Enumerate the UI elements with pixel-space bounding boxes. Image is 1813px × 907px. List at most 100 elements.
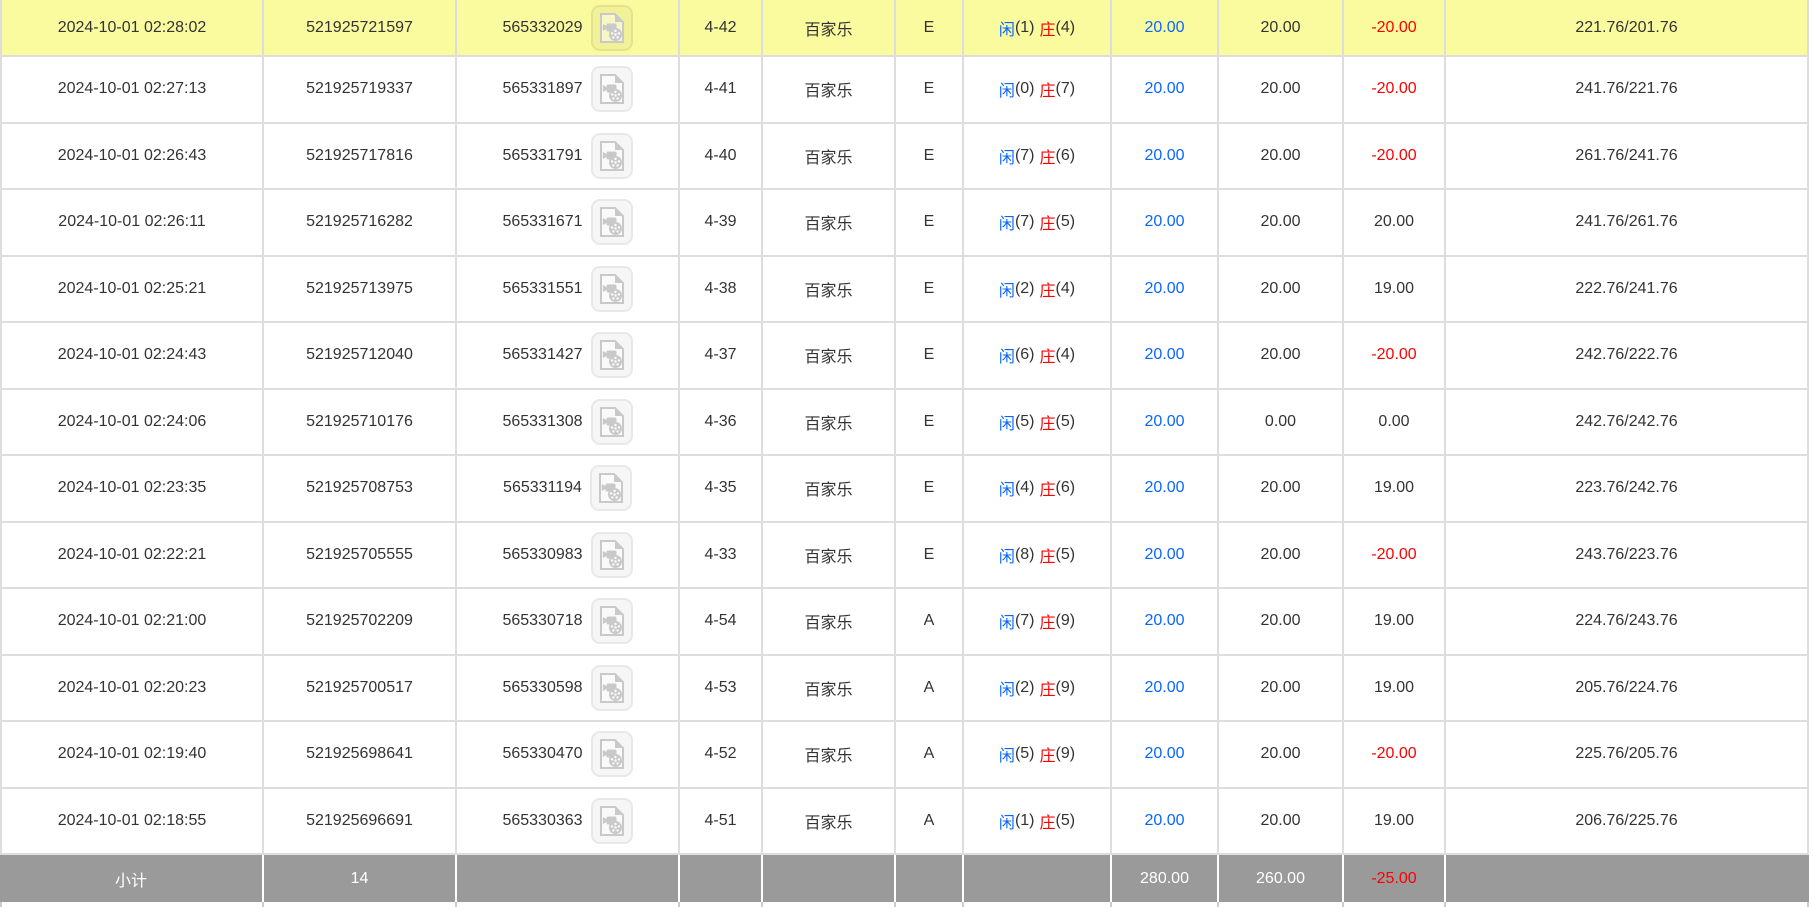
table-letter: E: [896, 389, 964, 454]
bet-amount-link[interactable]: 20.00: [1112, 323, 1219, 388]
bet-id: 521925710176: [264, 389, 457, 454]
banker-label: 庄: [1039, 615, 1056, 633]
banker-points: (5): [1055, 213, 1076, 231]
partial-cell: [1112, 902, 1219, 907]
round-number: 4-54: [680, 589, 763, 654]
table-row[interactable]: 2024-10-01 02:21:00 521925702209 5653307…: [0, 589, 1809, 656]
video-replay-button[interactable]: [590, 797, 633, 844]
player-points: (7): [1014, 213, 1035, 231]
video-replay-button[interactable]: [590, 332, 633, 379]
game-type: 百家乐: [763, 456, 896, 521]
bet-amount-link[interactable]: 20.00: [1112, 57, 1219, 122]
banker-label: 庄: [1039, 149, 1056, 167]
bet-amount-link[interactable]: 20.00: [1112, 389, 1219, 454]
game-number-cell: 565331897: [457, 57, 680, 122]
banker-points: (9): [1055, 678, 1076, 696]
balance-before-after: 261.76/241.76: [1446, 123, 1809, 188]
round-number: 4-53: [680, 655, 763, 720]
video-replay-button[interactable]: [590, 398, 633, 445]
player-points: (6): [1014, 346, 1035, 364]
table-row[interactable]: 2024-10-01 02:27:13 521925719337 5653318…: [0, 57, 1809, 124]
banker-points: (9): [1055, 612, 1076, 630]
video-replay-button[interactable]: [590, 199, 633, 246]
round-number: 4-37: [680, 323, 763, 388]
bet-amount-link[interactable]: 20.00: [1112, 123, 1219, 188]
table-row[interactable]: 2024-10-01 02:22:21 521925705555 5653309…: [0, 522, 1809, 589]
table-letter: A: [896, 788, 964, 853]
video-replay-button[interactable]: [590, 4, 633, 51]
valid-amount: 20.00: [1219, 788, 1344, 853]
bet-amount-link[interactable]: 20.00: [1112, 788, 1219, 853]
table-row[interactable]: 2024-10-01 02:24:06 521925710176 5653313…: [0, 389, 1809, 456]
bet-amount-link[interactable]: 20.00: [1112, 722, 1219, 787]
video-replay-button[interactable]: [590, 598, 633, 645]
video-replay-button[interactable]: [590, 66, 633, 113]
player-label: 闲: [998, 21, 1015, 39]
bet-amount-link[interactable]: 20.00: [1112, 256, 1219, 321]
table-row[interactable]: 2024-10-01 02:25:21 521925713975 5653315…: [0, 256, 1809, 323]
table-row[interactable]: 2024-10-01 02:24:43 521925712040 5653314…: [0, 323, 1809, 390]
game-type: 百家乐: [763, 655, 896, 720]
table-row[interactable]: 2024-10-01 02:19:40 521925698641 5653304…: [0, 722, 1809, 789]
game-number: 565332029: [502, 18, 583, 36]
valid-amount: 20.00: [1219, 256, 1344, 321]
bet-amount-link[interactable]: 20.00: [1112, 190, 1219, 255]
valid-amount: 20.00: [1219, 57, 1344, 122]
video-replay-button[interactable]: [590, 731, 633, 778]
table-row[interactable]: 2024-10-01 02:18:55 521925696691 5653303…: [0, 788, 1809, 855]
game-type: 百家乐: [763, 522, 896, 587]
round-number: 4-38: [680, 256, 763, 321]
bet-amount-link[interactable]: 20.00: [1112, 456, 1219, 521]
table-row[interactable]: 2024-10-01 02:23:35 521925708753 5653311…: [0, 456, 1809, 523]
game-number: 565331791: [502, 146, 583, 164]
game-number: 565331194: [503, 479, 582, 497]
bet-amount-link[interactable]: 20.00: [1112, 522, 1219, 587]
video-file-icon: [599, 140, 624, 171]
banker-points: (5): [1055, 412, 1076, 430]
game-result: 闲 (1) 庄 (4): [964, 0, 1112, 55]
video-replay-button[interactable]: [590, 531, 633, 578]
banker-label: 庄: [1039, 482, 1056, 500]
banker-points: (5): [1055, 545, 1076, 563]
bet-time: 2024-10-01 02:27:13: [0, 57, 264, 122]
game-type: 百家乐: [763, 256, 896, 321]
game-result: 闲 (7) 庄 (6): [964, 123, 1112, 188]
player-label: 闲: [998, 149, 1015, 167]
bet-amount-link[interactable]: 20.00: [1112, 655, 1219, 720]
player-points: (2): [1014, 678, 1035, 696]
player-label: 闲: [998, 814, 1015, 832]
win-loss-amount: -20.00: [1344, 123, 1446, 188]
player-label: 闲: [998, 83, 1015, 101]
table-row[interactable]: 2024-10-01 02:28:02 521925721597 5653320…: [0, 0, 1809, 57]
table-row[interactable]: 2024-10-01 02:26:11 521925716282 5653316…: [0, 190, 1809, 257]
valid-amount: 20.00: [1219, 0, 1344, 55]
banker-points: (9): [1055, 745, 1076, 763]
player-label: 闲: [998, 282, 1015, 300]
subtotal-count: 14: [264, 855, 457, 902]
win-loss-amount: 0.00: [1344, 389, 1446, 454]
bet-id: 521925696691: [264, 788, 457, 853]
player-points: (0): [1014, 80, 1035, 98]
balance-before-after: 242.76/242.76: [1446, 389, 1809, 454]
game-number-cell: 565331427: [457, 323, 680, 388]
balance-before-after: 241.76/261.76: [1446, 190, 1809, 255]
subtotal-bet-total: 280.00: [1112, 855, 1219, 902]
banker-points: (5): [1055, 811, 1076, 829]
bet-amount-link[interactable]: 20.00: [1112, 0, 1219, 55]
game-result: 闲 (2) 庄 (9): [964, 655, 1112, 720]
bet-time: 2024-10-01 02:28:02: [0, 0, 264, 55]
table-row[interactable]: 2024-10-01 02:26:43 521925717816 5653317…: [0, 123, 1809, 190]
game-type: 百家乐: [763, 722, 896, 787]
game-number: 565331551: [502, 279, 583, 297]
game-number: 565330718: [502, 612, 583, 630]
video-replay-button[interactable]: [590, 132, 633, 179]
bet-id: 521925702209: [264, 589, 457, 654]
partial-cell: [896, 902, 964, 907]
video-replay-button[interactable]: [590, 265, 633, 312]
bet-amount-link[interactable]: 20.00: [1112, 589, 1219, 654]
table-row[interactable]: 2024-10-01 02:20:23 521925700517 5653305…: [0, 655, 1809, 722]
video-replay-button[interactable]: [589, 465, 632, 512]
video-replay-button[interactable]: [590, 664, 633, 711]
banker-label: 庄: [1039, 216, 1056, 234]
game-number: 565330598: [502, 678, 583, 696]
